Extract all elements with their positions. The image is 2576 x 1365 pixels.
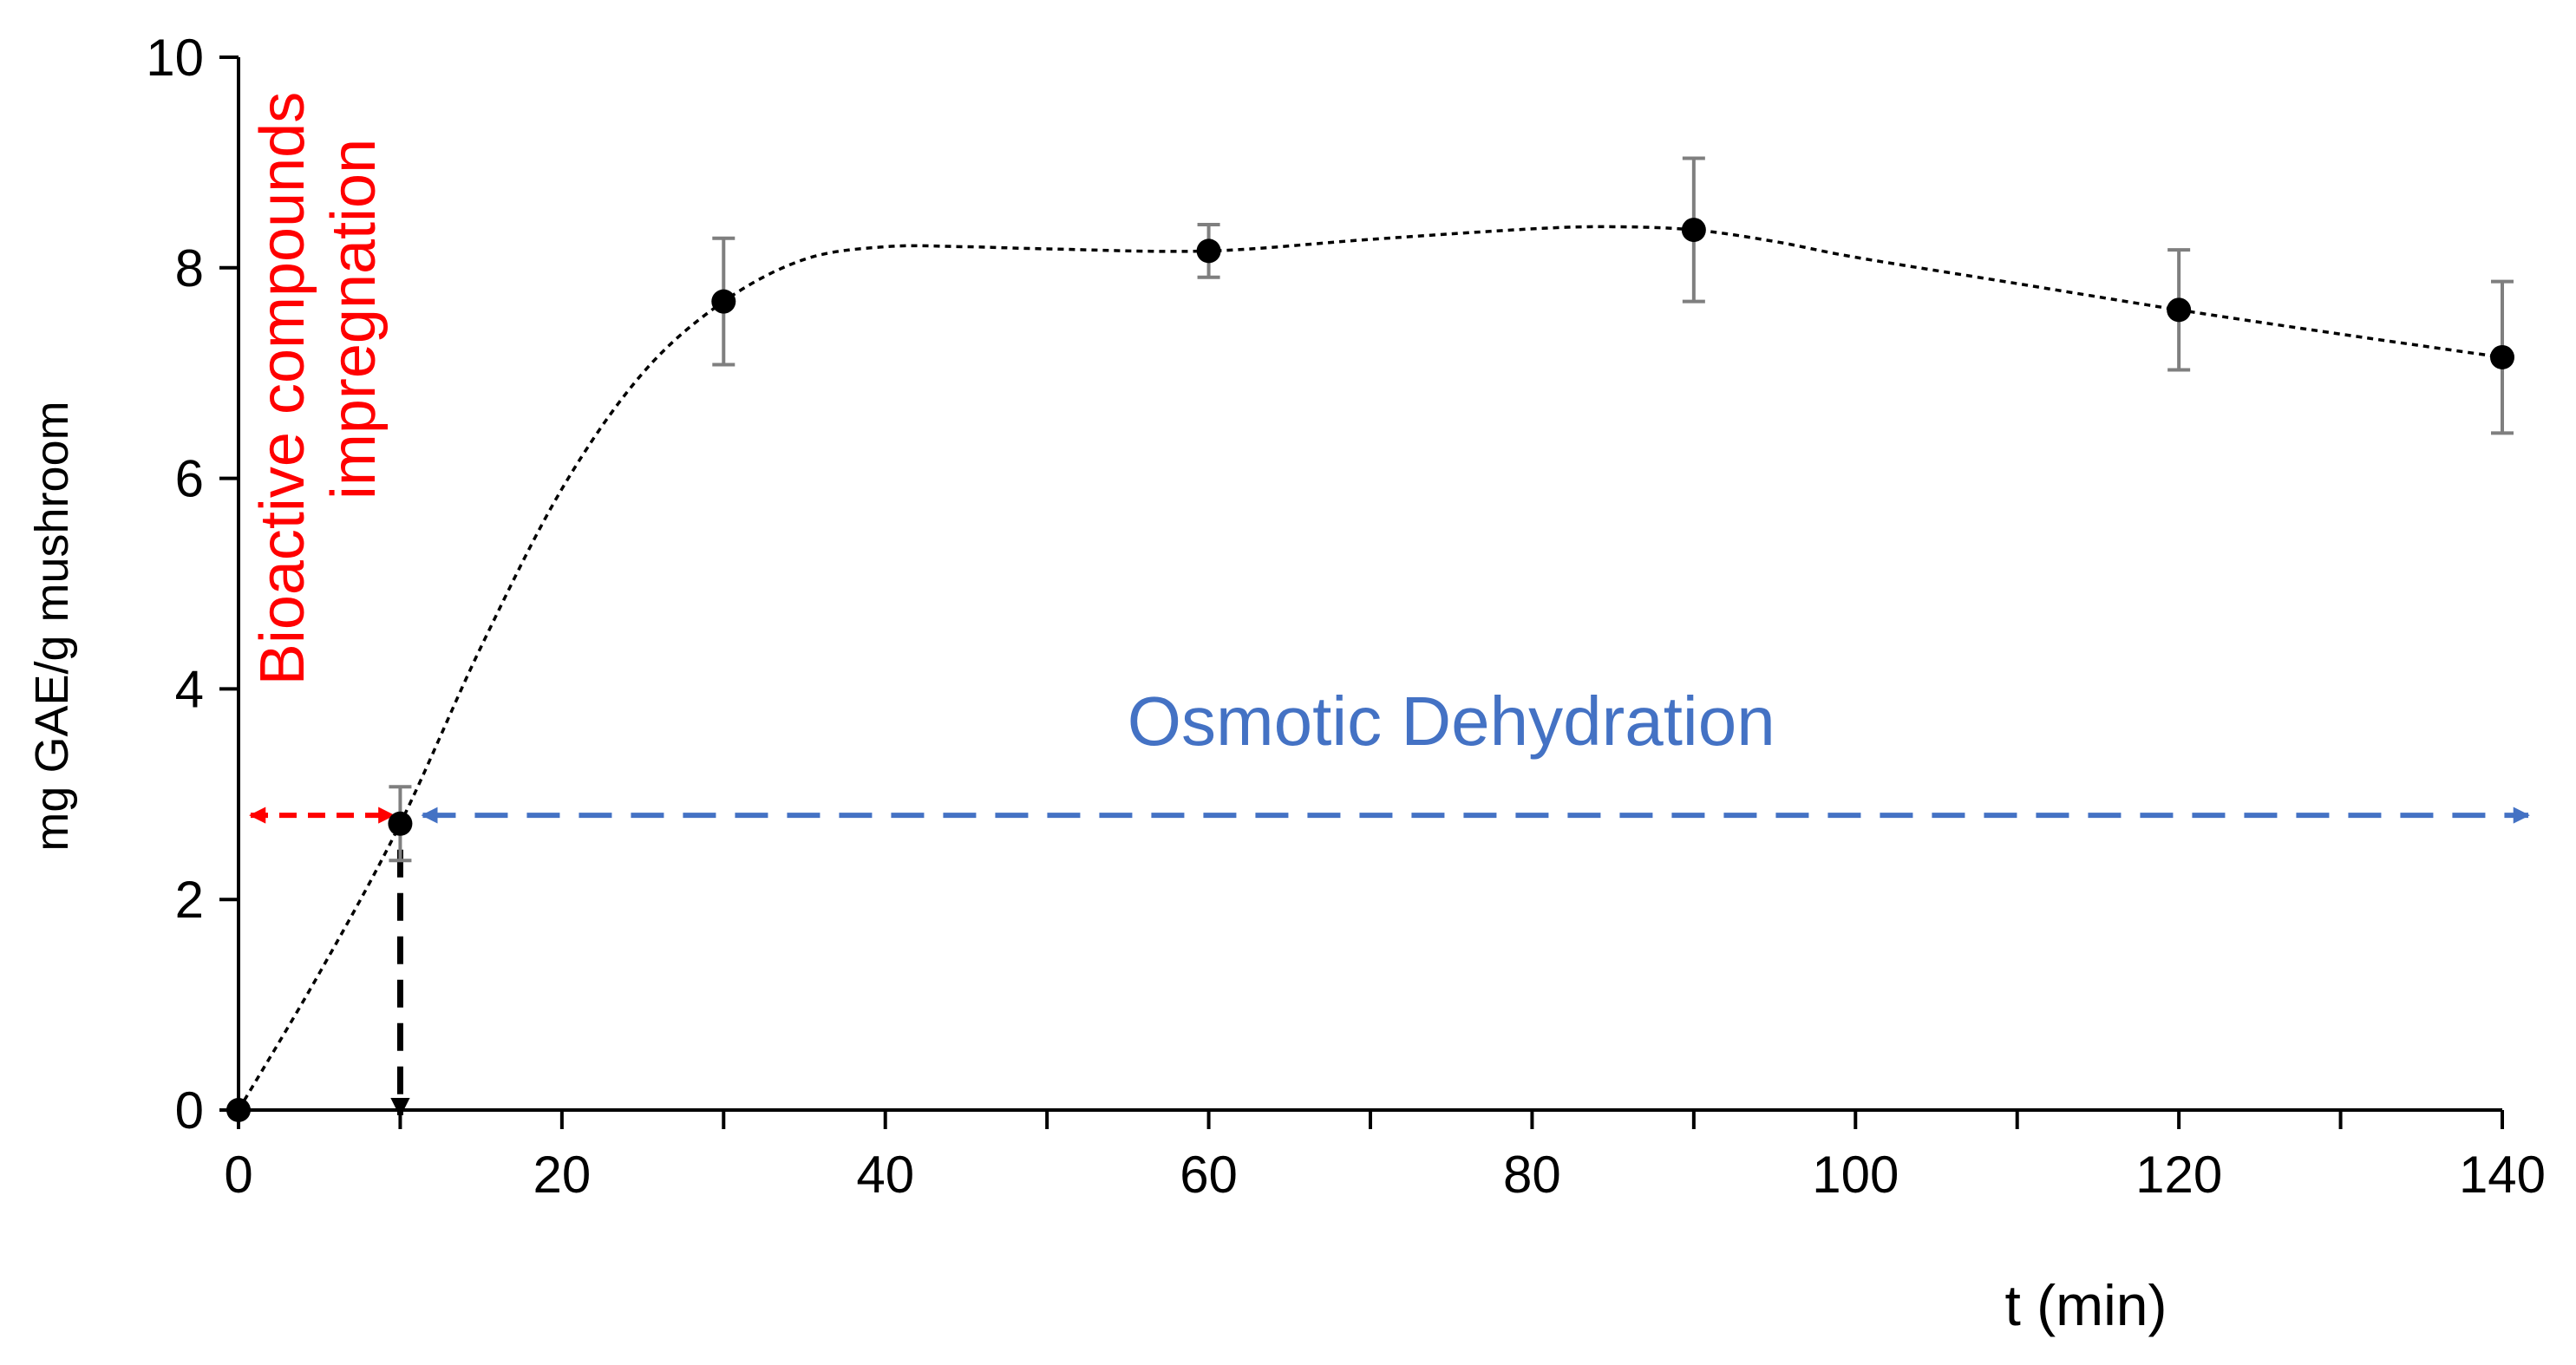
y-tick-label: 2 [175, 871, 204, 929]
annotations: Bioactive compounds impregnation Osmotic… [248, 92, 1775, 760]
y-ticks: 0 2 4 6 8 10 [146, 29, 239, 1140]
plot-area [226, 156, 2530, 1122]
x-tick-label: 80 [1503, 1146, 1561, 1204]
y-tick-label: 4 [175, 660, 204, 718]
x-tick-label: 140 [2459, 1146, 2546, 1204]
impregnation-label-line1: Bioactive compounds [248, 92, 317, 685]
x-ticks: 0 20 40 60 80 100 120 140 [224, 1110, 2546, 1204]
y-tick-label: 0 [175, 1081, 204, 1140]
y-tick-label: 10 [146, 29, 204, 87]
x-tick-label: 40 [856, 1146, 914, 1204]
x-tick-label: 120 [2135, 1146, 2222, 1204]
data-point [2167, 297, 2192, 323]
data-point [711, 289, 736, 314]
y-tick-label: 8 [175, 239, 204, 297]
osmotic-dehydration-label: Osmotic Dehydration [1128, 682, 1775, 760]
axes: 0 2 4 6 8 10 0 20 40 60 80 100 120 140 [146, 29, 2546, 1204]
y-axis-title: mg GAE/g mushroom [26, 401, 78, 851]
impregnation-label-line2: impregnation [319, 139, 389, 500]
data-point [388, 811, 413, 836]
data-point [1681, 218, 1706, 243]
x-axis-title: t (min) [2005, 1273, 2167, 1337]
x-tick-label: 60 [1180, 1146, 1238, 1204]
x-tick-label: 0 [224, 1146, 252, 1204]
trend-line [237, 225, 2503, 1111]
data-point [226, 1098, 251, 1122]
x-tick-label: 20 [533, 1146, 591, 1204]
data-point [1196, 238, 1221, 264]
x-tick-label: 100 [1812, 1146, 1899, 1204]
data-point [2490, 344, 2514, 369]
y-tick-label: 6 [175, 450, 204, 508]
